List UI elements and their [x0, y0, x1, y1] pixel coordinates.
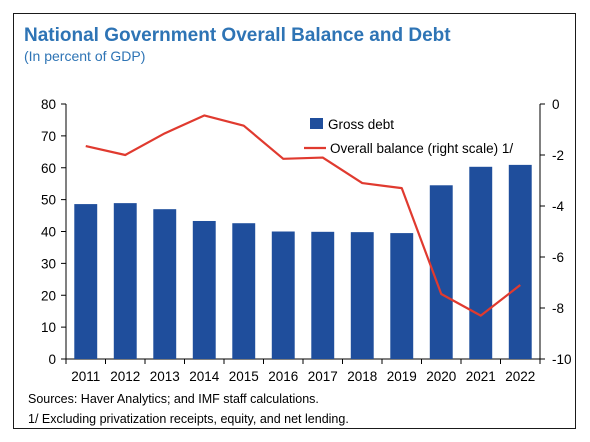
right-tick-label: -10 — [552, 352, 572, 367]
x-tick-label: 2016 — [268, 369, 298, 384]
footnote: 1/ Excluding privatization receipts, equ… — [28, 412, 349, 426]
x-tick-label: 2012 — [110, 369, 140, 384]
bar-gross-debt — [74, 204, 98, 359]
x-tick-label: 2015 — [229, 369, 259, 384]
left-tick-label: 60 — [41, 161, 56, 176]
x-tick-label: 2014 — [189, 369, 220, 384]
chart-title: National Government Overall Balance and … — [24, 25, 451, 46]
x-tick-label: 2022 — [505, 369, 535, 384]
bar-gross-debt — [153, 209, 177, 359]
right-tick-label: -2 — [552, 148, 564, 163]
bar-gross-debt — [113, 203, 137, 359]
left-tick-label: 10 — [41, 320, 56, 335]
legend-label-gross-debt: Gross debt — [328, 117, 394, 132]
left-tick-label: 20 — [41, 288, 56, 303]
x-tick-label: 2017 — [308, 369, 338, 384]
left-tick-label: 40 — [41, 225, 56, 240]
right-tick-label: -6 — [552, 250, 564, 265]
line-overall-balance — [85, 114, 521, 317]
bar-gross-debt — [429, 185, 453, 359]
left-tick-label: 80 — [41, 97, 56, 112]
right-tick-label: 0 — [552, 97, 560, 112]
x-tick-label: 2020 — [426, 369, 456, 384]
x-tick-label: 2011 — [71, 369, 100, 384]
bar-gross-debt — [311, 231, 335, 359]
x-tick-label: 2013 — [150, 369, 180, 384]
legend-swatch-gross-debt — [310, 118, 323, 129]
bar-gross-debt — [271, 231, 295, 359]
left-tick-label: 50 — [41, 193, 56, 208]
sources-note: Sources: Haver Analytics; and IMF staff … — [28, 392, 319, 406]
x-tick-label: 2021 — [466, 369, 496, 384]
right-tick-label: -4 — [552, 199, 564, 214]
left-tick-label: 0 — [48, 352, 56, 367]
left-tick-label: 30 — [41, 256, 56, 271]
bar-gross-debt — [469, 166, 493, 359]
bar-gross-debt — [390, 233, 414, 359]
left-tick-label: 70 — [41, 129, 56, 144]
x-tick-label: 2018 — [347, 369, 377, 384]
bar-gross-debt — [508, 164, 532, 359]
x-tick-label: 2019 — [387, 369, 417, 384]
bar-gross-debt — [350, 232, 374, 359]
bar-gross-debt — [192, 220, 216, 359]
chart-subtitle: (In percent of GDP) — [24, 48, 146, 64]
legend-label-overall-balance: Overall balance (right scale) 1/ — [330, 141, 513, 156]
right-tick-label: -8 — [552, 301, 564, 316]
bar-gross-debt — [232, 223, 256, 359]
